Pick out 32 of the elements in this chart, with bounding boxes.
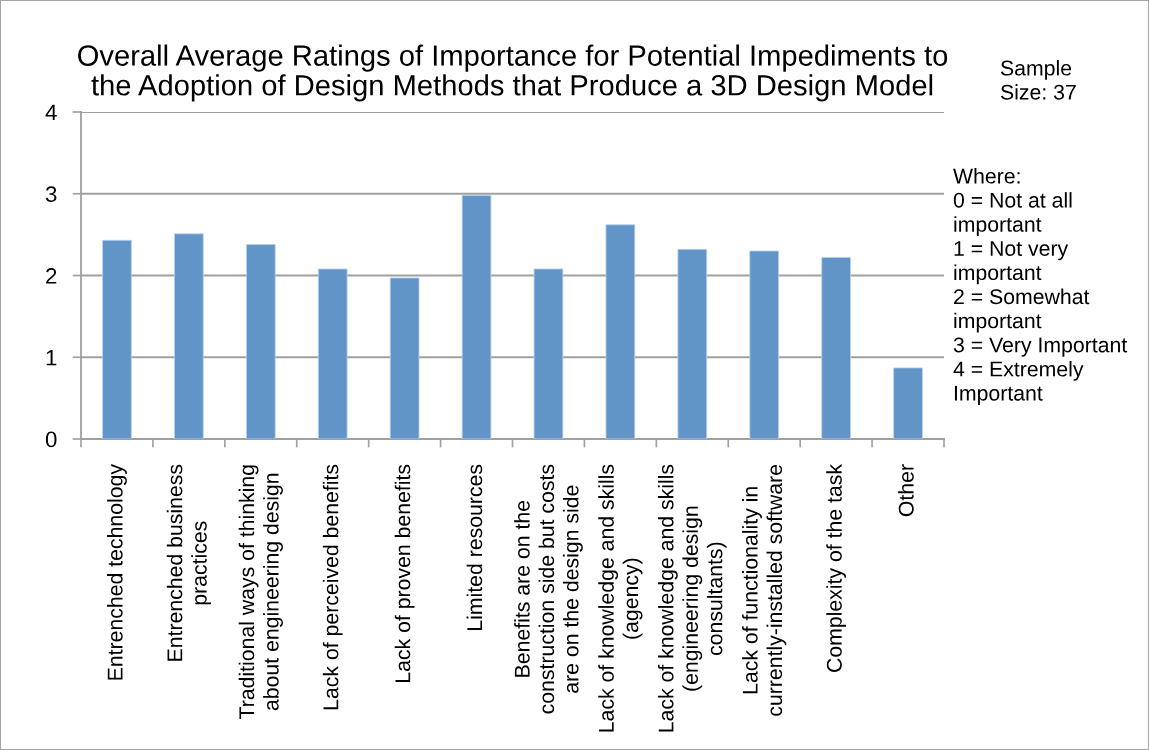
- x-tick-label: Lack of perceived benefits: [322, 464, 343, 710]
- x-tick-label: Entrenched technology: [107, 464, 127, 680]
- bar: [102, 239, 132, 439]
- x-tick-label: Benefits are on the construction side but costs are on the design side: [514, 464, 583, 714]
- text: Sample Size: 37: [1000, 60, 1076, 100]
- bar: [174, 233, 204, 439]
- y-tick-label: 4: [45, 104, 57, 121]
- y-tick-label: 3: [45, 186, 57, 203]
- text: Where: 0 = Not at all important 1 = Not very important 2 = Somewhat important 3 = Very Important 4 = Extremely Important: [953, 168, 1128, 405]
- bar: [605, 224, 636, 439]
- y-tick-label: 2: [46, 268, 57, 284]
- x-tick-label: Entrenched business practices: [166, 464, 211, 661]
- x-tick-label: Complexity of the task: [826, 463, 847, 672]
- bar: [389, 277, 420, 439]
- bar: [533, 268, 564, 439]
- bar: [821, 257, 851, 439]
- x-tick-label: Limited resources: [466, 464, 483, 630]
- x-tick-label: Other: [898, 464, 914, 517]
- bar: [749, 250, 780, 439]
- y-tick-label: 1: [46, 350, 57, 366]
- bar: [677, 248, 708, 439]
- x-tick-label: Lack of knowledge and skills (agency): [598, 464, 643, 732]
- bar: [893, 367, 923, 439]
- y-tick-label: 0: [45, 431, 57, 448]
- chart-title: Overall Average Ratings of Importance for Potential Impediments to the Adoption of Design Methods that Produce a 3D Design Model: [78, 44, 948, 102]
- bar: [317, 268, 348, 439]
- x-tick-label: Lack of proven benefits: [394, 464, 415, 682]
- bar: [461, 194, 492, 439]
- x-tick-label: Lack of functionality in currently-installed software: [742, 464, 787, 716]
- x-tick-label: Lack of knowledge and skills (engineering design consultants): [657, 464, 727, 732]
- bar: [245, 244, 276, 439]
- x-tick-label: Traditional ways of thinking about engineering design: [238, 465, 283, 720]
